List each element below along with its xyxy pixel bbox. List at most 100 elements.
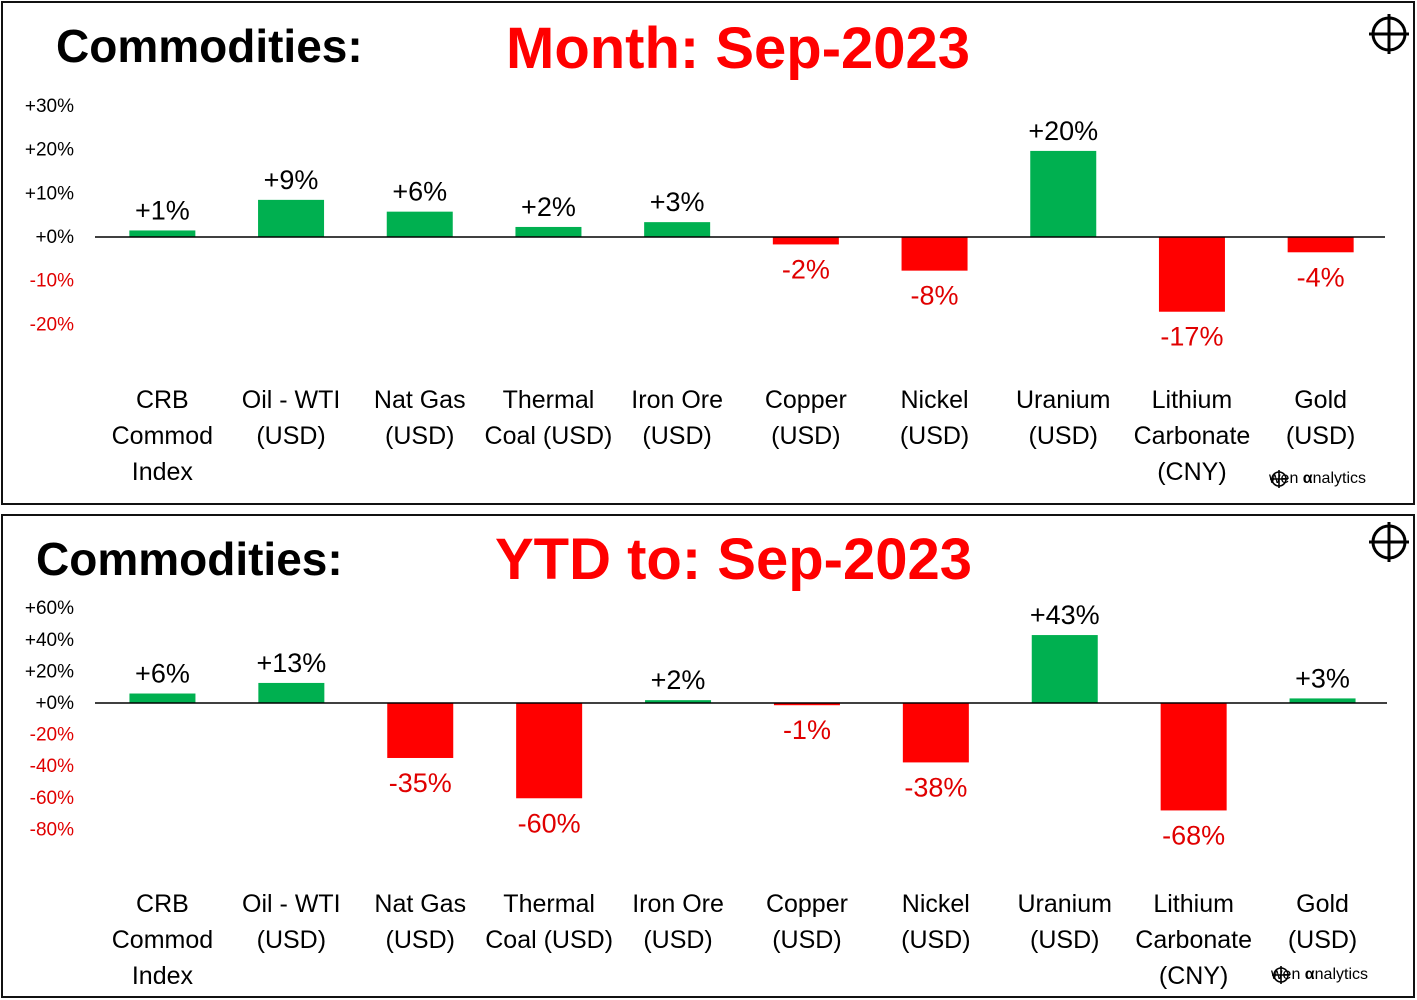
bar bbox=[515, 226, 582, 237]
data-label: +6% bbox=[392, 177, 447, 207]
x-tick-label: Nickel bbox=[902, 890, 970, 918]
month-chart-title: Month: Sep-2023 bbox=[506, 16, 971, 81]
data-label: +6% bbox=[135, 659, 190, 689]
data-label: +9% bbox=[264, 165, 319, 195]
x-tick-label: CRB bbox=[136, 386, 189, 414]
brand-alpha: α bbox=[1304, 966, 1315, 983]
bar bbox=[772, 237, 839, 245]
brand-watermark: wen αnalytics bbox=[1271, 966, 1368, 984]
data-label: +2% bbox=[521, 192, 576, 222]
x-tick-label: Thermal bbox=[503, 890, 595, 918]
data-label: +3% bbox=[650, 187, 705, 217]
data-label: -60% bbox=[518, 808, 581, 838]
data-label: +13% bbox=[256, 648, 326, 678]
x-tick-label: Lithium bbox=[1153, 890, 1234, 918]
bar bbox=[901, 237, 968, 271]
x-tick-label: Carbonate bbox=[1135, 926, 1252, 954]
bar bbox=[129, 693, 196, 703]
x-tick-label: (USD) bbox=[385, 422, 454, 450]
brand-logo-icon bbox=[1272, 966, 1290, 984]
x-tick-label: Index bbox=[132, 962, 194, 990]
bar bbox=[258, 199, 325, 237]
brand-text-post: nalytics bbox=[1314, 966, 1368, 983]
x-tick-label: (USD) bbox=[1288, 926, 1357, 954]
bar bbox=[386, 211, 453, 237]
bar bbox=[902, 703, 969, 763]
data-label: -68% bbox=[1162, 820, 1225, 850]
x-tick-label: (USD) bbox=[1286, 422, 1355, 450]
month-chart-canvas: +30% +20% +10% +0% -10% -20% +1% CRB Commod Index… bbox=[25, 96, 1385, 486]
bar bbox=[1031, 635, 1098, 703]
x-tick-label: Commod bbox=[112, 926, 213, 954]
x-tick-label: Index bbox=[132, 458, 194, 486]
y-tick-label: +40% bbox=[25, 630, 74, 651]
y-tick-label: -80% bbox=[30, 819, 74, 840]
x-tick-label: Oil - WTI bbox=[242, 890, 341, 918]
x-tick-label: (USD) bbox=[1030, 926, 1099, 954]
x-tick-label: (USD) bbox=[257, 926, 326, 954]
x-tick-label: Carbonate bbox=[1134, 422, 1251, 450]
x-tick-label: (CNY) bbox=[1157, 458, 1226, 486]
x-tick-label: (USD) bbox=[900, 422, 969, 450]
brand-text-post: nalytics bbox=[1312, 470, 1366, 487]
ytd-chart-panel: +60% +40% +20% +0% -20% -40% -60% -80% +6% CRB Com… bbox=[1, 514, 1415, 998]
y-tick-label: +20% bbox=[25, 661, 74, 682]
data-label: -35% bbox=[389, 768, 452, 798]
y-tick-label: +10% bbox=[25, 183, 74, 204]
data-label: +3% bbox=[1295, 663, 1350, 693]
bar bbox=[773, 703, 840, 706]
y-tick-label: -20% bbox=[30, 725, 74, 746]
bar bbox=[1160, 703, 1227, 811]
x-tick-label: (USD) bbox=[256, 422, 325, 450]
data-label: -8% bbox=[911, 281, 959, 311]
y-tick-label: -60% bbox=[30, 788, 74, 809]
y-tick-label: +60% bbox=[25, 598, 74, 619]
x-tick-label: (USD) bbox=[772, 926, 841, 954]
data-label: -4% bbox=[1297, 262, 1345, 292]
bar bbox=[1158, 237, 1225, 312]
bar bbox=[644, 222, 711, 237]
y-tick-label: +0% bbox=[35, 693, 74, 714]
bar bbox=[1289, 698, 1356, 703]
x-tick-label: Copper bbox=[766, 890, 848, 918]
x-tick-label: Commod bbox=[112, 422, 213, 450]
data-label: -1% bbox=[783, 715, 831, 745]
x-tick-label: (USD) bbox=[771, 422, 840, 450]
x-tick-label: Iron Ore bbox=[631, 386, 723, 414]
crosshair-icon bbox=[1369, 14, 1409, 54]
x-tick-label: Iron Ore bbox=[632, 890, 724, 918]
x-tick-label: (USD) bbox=[1029, 422, 1098, 450]
ytd-chart-left-title: Commodities: bbox=[36, 533, 343, 585]
x-tick-label: (USD) bbox=[642, 422, 711, 450]
data-label: +2% bbox=[651, 665, 706, 695]
data-label: -17% bbox=[1160, 322, 1223, 352]
x-tick-label: Thermal bbox=[503, 386, 595, 414]
x-tick-label: Coal (USD) bbox=[485, 422, 613, 450]
x-tick-label: (USD) bbox=[386, 926, 455, 954]
data-label: +1% bbox=[135, 195, 190, 225]
month-chart-left-title: Commodities: bbox=[56, 20, 363, 72]
data-label: -38% bbox=[904, 772, 967, 802]
bar bbox=[1287, 237, 1354, 253]
x-tick-label: Nickel bbox=[901, 386, 969, 414]
data-label: +20% bbox=[1028, 116, 1098, 146]
x-tick-label: Lithium bbox=[1152, 386, 1233, 414]
crosshair-icon bbox=[1369, 522, 1409, 562]
y-tick-label: -40% bbox=[30, 756, 74, 777]
month-chart-panel: +30% +20% +10% +0% -10% -20% +1% CRB Commod Index… bbox=[1, 1, 1415, 505]
y-tick-label: +0% bbox=[35, 227, 74, 248]
x-tick-label: (USD) bbox=[643, 926, 712, 954]
bar bbox=[129, 230, 196, 237]
bar bbox=[516, 703, 583, 799]
y-tick-label: +30% bbox=[25, 96, 74, 117]
brand-alpha: α bbox=[1302, 470, 1313, 487]
x-tick-label: Nat Gas bbox=[374, 890, 466, 918]
bar bbox=[645, 700, 712, 703]
x-tick-label: CRB bbox=[136, 890, 189, 918]
x-tick-label: Uranium bbox=[1018, 890, 1112, 918]
x-tick-label: Copper bbox=[765, 386, 847, 414]
bar bbox=[258, 682, 325, 703]
y-tick-label: -10% bbox=[30, 271, 74, 292]
y-tick-label: -20% bbox=[30, 314, 74, 335]
y-tick-label: +20% bbox=[25, 140, 74, 161]
